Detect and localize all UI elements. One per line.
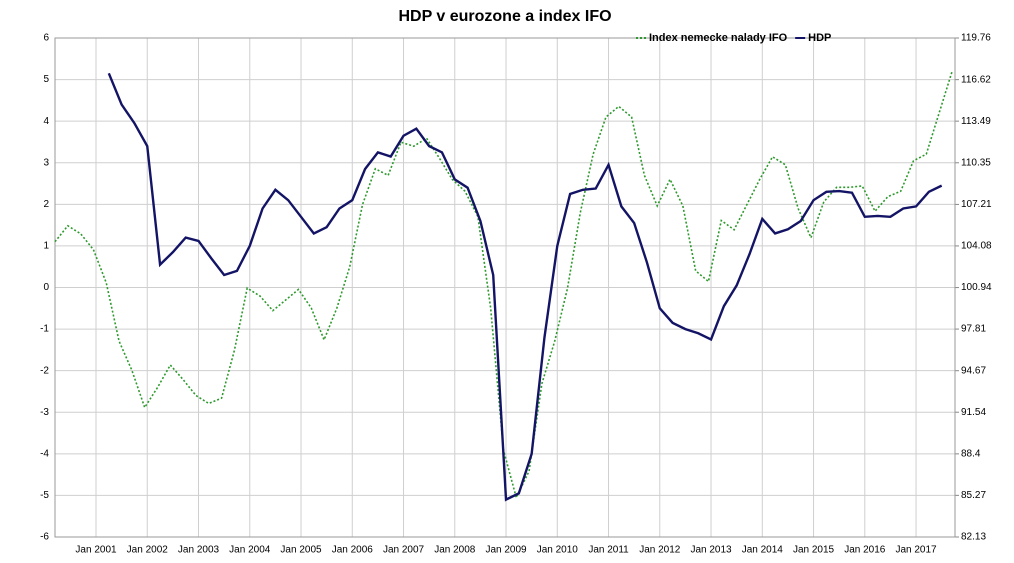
y2-tick-label: 91.54 [961, 407, 986, 418]
y-tick-label: 2 [43, 199, 49, 210]
y2-tick-label: 113.49 [961, 116, 991, 127]
x-tick-label: Jan 2007 [383, 545, 425, 556]
y-tick-label: 4 [43, 116, 49, 127]
y-tick-label: -3 [40, 407, 49, 418]
y2-tick-label: 97.81 [961, 324, 986, 335]
y2-tick-label: 85.27 [961, 490, 986, 501]
y-tick-label: 5 [43, 74, 49, 85]
x-tick-label: Jan 2006 [332, 545, 374, 556]
y2-tick-label: 107.21 [961, 199, 992, 210]
x-tick-label: Jan 2008 [434, 545, 476, 556]
line-series [107, 72, 943, 502]
y-tick-label: 0 [43, 282, 49, 293]
chart-title: HDP v eurozone a index IFO [398, 8, 611, 25]
x-tick-label: Jan 2010 [537, 545, 579, 556]
y2-tick-label: 94.67 [961, 365, 986, 376]
y2-tick-label: 116.62 [961, 74, 991, 85]
y-tick-label: -2 [40, 365, 49, 376]
legend-label: Index nemecke nalady IFO [649, 32, 788, 44]
x-tick-label: Jan 2013 [690, 545, 732, 556]
x-tick-label: Jan 2001 [75, 545, 117, 556]
y2-tick-label: 119.76 [961, 33, 991, 44]
y2-tick-label: 110.35 [961, 157, 991, 168]
x-tick-label: Jan 2005 [280, 545, 322, 556]
y-tick-label: 3 [43, 157, 49, 168]
y-tick-label: -1 [40, 324, 49, 335]
y2-tick-label: 100.94 [961, 282, 992, 293]
x-tick-label: Jan 2004 [229, 545, 271, 556]
legend-label: HDP [808, 32, 831, 44]
y-tick-label: -4 [40, 448, 49, 459]
y2-tick-label: 104.08 [961, 241, 992, 252]
x-tick-label: Jan 2014 [742, 545, 784, 556]
y-tick-label: 1 [43, 241, 49, 252]
x-tick-label: Jan 2002 [127, 545, 169, 556]
y-tick-label: 6 [43, 33, 49, 44]
plot-frame [54, 37, 956, 538]
y-tick-label: -6 [40, 532, 49, 543]
y2-tick-label: 88.4 [961, 448, 981, 459]
x-tick-label: Jan 2011 [588, 545, 629, 556]
x-tick-label: Jan 2016 [844, 545, 886, 556]
x-tick-label: Jan 2009 [485, 545, 527, 556]
x-tick-label: Jan 2003 [178, 545, 220, 556]
x-tick-label: Jan 2015 [793, 545, 835, 556]
x-tick-label: Jan 2017 [895, 545, 937, 556]
y-tick-label: -5 [40, 490, 49, 501]
x-tick-label: Jan 2012 [639, 545, 681, 556]
y2-tick-label: 82.13 [961, 532, 986, 543]
